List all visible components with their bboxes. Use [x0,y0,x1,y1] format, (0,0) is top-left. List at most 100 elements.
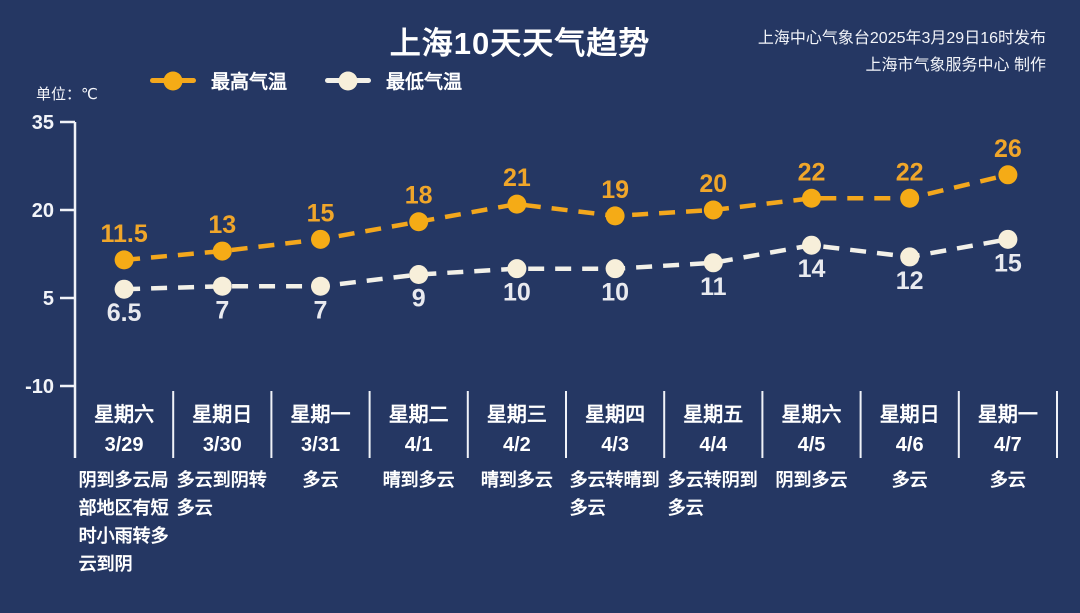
min-temp-point [507,259,527,279]
date-label: 3/31 [301,434,340,456]
max-temp-point [703,200,723,220]
y-tick-label: -10 [25,376,54,398]
weather-description: 多云 [302,470,339,490]
min-temp-point [802,235,821,255]
legend-item-max-temp: 最高气温 [150,67,287,94]
weather-text-wrap: 多云 [861,466,959,494]
day-column: 星期三 4/2 晴到多云 [468,404,566,494]
day-column: 星期四 4/3 多云转晴到多云 [566,404,664,522]
day-name-label: 星期三 [486,404,547,426]
weather-text-wrap: 多云 [271,466,369,494]
max-temp-point [998,165,1018,185]
max-temp-value-label: 20 [699,170,727,198]
min-temp-value-label: 10 [601,279,629,307]
min-temp-point [212,276,232,296]
max-temp-value-label: 26 [994,135,1022,163]
weather-text-wrap: 多云转晴到多云 [566,466,664,522]
day-name-label: 星期二 [388,404,449,426]
min-temp-point [900,247,920,267]
min-temp-value-label: 12 [896,267,924,295]
max-temp-point [507,194,527,214]
page-title: 上海10天天气趋势 [389,26,651,61]
issued-line-1: 上海中心气象台2025年3月29日16时发布 [757,30,1046,47]
unit-label: 单位：℃ [36,86,98,103]
min-temp-value-label: 15 [994,249,1022,277]
max-temp-point [802,188,821,208]
day-column: 星期六 3/29 阴到多云局部地区有短时小雨转多云到阴 [75,404,173,578]
max-temp-value-label: 22 [798,158,826,186]
chart-legend: 最高气温 最低气温 [150,67,462,94]
weather-text-wrap: 多云到阴转多云 [173,466,271,522]
weather-description: 多云 [891,470,928,490]
day-name-label: 星期一 [290,404,351,426]
weather-text-wrap: 多云 [959,466,1057,494]
date-label: 4/4 [699,434,728,456]
max-temp-value-label: 18 [405,182,433,210]
max-temp-point [114,250,134,270]
day-name-label: 星期日 [192,404,253,426]
weather-description: 多云 [989,470,1026,490]
min-temp-legend-marker-icon [325,71,372,90]
max-temp-value-label: 21 [503,164,531,192]
day-column: 星期日 4/6 多云 [861,404,959,494]
day-name-label: 星期四 [585,404,646,426]
weather-description: 阴到多云局部地区有短时小雨转多云到阴 [78,470,169,574]
min-temp-point [114,279,134,299]
min-temp-point [998,229,1018,249]
weather-text-wrap: 阴到多云 [762,466,860,494]
issued-info: 上海中心气象台2025年3月29日16时发布 上海市气象服务中心 制作 [758,25,1046,79]
max-temp-point [900,188,920,208]
day-column: 星期一 3/31 多云 [271,404,369,494]
max-temp-point [311,229,330,249]
min-temp-value-label: 10 [503,279,531,307]
day-name-label: 星期六 [94,404,155,426]
min-temp-point [605,259,625,279]
day-column: 星期六 4/5 阴到多云 [762,404,860,494]
weather-text-wrap: 阴到多云局部地区有短时小雨转多云到阴 [75,466,173,578]
day-column: 星期日 3/30 多云到阴转多云 [173,404,271,522]
weather-description: 晴到多云 [382,470,455,490]
day-column: 星期五 4/4 多云转阴到多云 [664,404,762,522]
day-name-label: 星期五 [683,404,744,426]
date-label: 4/7 [993,434,1022,456]
max-temp-value-label: 19 [601,176,629,204]
weather-text-wrap: 晴到多云 [370,466,468,494]
date-label: 4/5 [797,434,826,456]
min-temp-value-label: 7 [215,296,229,324]
weather-text-wrap: 晴到多云 [468,466,566,494]
date-label: 4/2 [502,434,531,456]
day-name-label: 星期一 [977,404,1038,426]
max-temp-line [123,172,1009,263]
min-temp-value-label: 6.5 [107,299,142,327]
y-tick-label: 35 [32,112,54,134]
day-name-label: 星期日 [879,404,940,426]
day-name-label: 星期六 [781,404,842,426]
legend-label-min-temp: 最低气温 [386,72,463,93]
max-temp-point [212,241,232,261]
max-temp-value-label: 15 [307,199,335,227]
day-column: 星期二 4/1 晴到多云 [370,404,468,494]
max-temp-value-label: 11.5 [100,220,147,248]
issued-line-2: 上海市气象服务中心 制作 [865,57,1046,74]
weather-description: 多云到阴转多云 [176,470,267,518]
min-temp-point [311,276,330,296]
date-label: 4/3 [601,434,629,456]
max-temp-point [409,212,429,232]
max-temp-legend-marker-icon [150,71,196,90]
weather-description: 晴到多云 [480,470,553,490]
date-label: 4/1 [404,434,433,456]
min-temp-value-label: 7 [314,296,328,324]
min-temp-point [409,265,429,285]
date-label: 3/29 [104,434,144,456]
min-temp-value-label: 14 [798,255,826,283]
min-temp-point [703,253,723,273]
weather-description: 多云转晴到多云 [569,470,660,518]
day-column: 星期一 4/7 多云 [959,404,1057,494]
date-label: 4/6 [895,434,924,456]
min-temp-line [124,237,1009,292]
legend-item-min-temp: 最低气温 [325,67,462,94]
min-temp-value-label: 11 [700,273,727,301]
y-tick-label: 20 [32,200,54,222]
weather-text-wrap: 多云转阴到多云 [664,466,762,522]
y-tick-label: 5 [43,288,54,310]
